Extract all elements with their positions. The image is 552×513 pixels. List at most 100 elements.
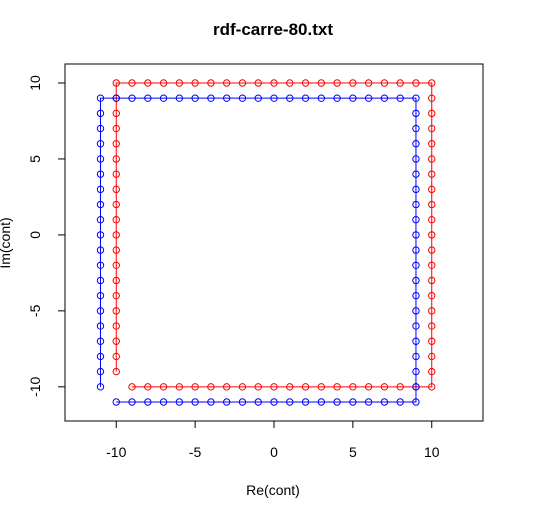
data-point (412, 200, 420, 209)
data-point (301, 94, 310, 102)
data-point (270, 94, 278, 102)
data-point (428, 155, 436, 163)
data-point (412, 261, 420, 269)
data-point (412, 291, 420, 300)
data-point (349, 398, 357, 406)
x-tick-label: -5 (189, 444, 202, 460)
data-point (112, 94, 120, 102)
data-point (428, 322, 436, 330)
data-point (428, 200, 436, 209)
data-point (112, 185, 120, 194)
data-point (333, 79, 341, 87)
data-point (412, 124, 420, 133)
y-axis-label: Im(cont) (0, 217, 13, 268)
data-point (96, 140, 105, 148)
data-point (412, 322, 420, 330)
data-point (428, 246, 436, 254)
data-point (96, 352, 105, 361)
data-point (412, 155, 420, 163)
data-point (96, 155, 105, 163)
data-point (128, 79, 136, 87)
data-point (191, 383, 199, 391)
data-point (96, 124, 105, 133)
data-point (428, 337, 436, 345)
data-point (96, 337, 105, 345)
data-point (112, 398, 120, 406)
data-point (428, 367, 436, 376)
data-point (128, 383, 136, 391)
x-tick-label: -10 (106, 444, 126, 460)
data-point (412, 276, 420, 285)
data-point (333, 398, 341, 406)
data-point (412, 352, 420, 361)
data-point (428, 170, 436, 178)
y-axis: -10 -5 0 5 10 (27, 75, 66, 397)
data-point (175, 94, 184, 102)
data-point (222, 383, 231, 391)
data-point (207, 398, 215, 406)
data-point (112, 200, 120, 209)
data-point (159, 398, 168, 406)
data-point (349, 383, 357, 391)
data-point (317, 94, 326, 102)
y-tick-label: -10 (27, 376, 43, 396)
data-point (396, 383, 404, 391)
data-point (301, 383, 310, 391)
data-point (428, 185, 436, 194)
data-point (412, 246, 420, 254)
data-point (112, 352, 120, 361)
data-point (428, 383, 436, 391)
data-point (396, 398, 404, 406)
data-point (396, 79, 404, 87)
data-point (270, 398, 278, 406)
data-point (428, 216, 436, 224)
data-point (428, 261, 436, 269)
data-point (112, 170, 120, 178)
data-point (96, 170, 105, 178)
data-point (254, 398, 262, 406)
data-point (238, 383, 247, 391)
data-point (112, 246, 120, 254)
data-point (112, 79, 120, 87)
data-point (364, 383, 373, 391)
data-point (112, 322, 120, 330)
data-point (317, 398, 326, 406)
data-point (112, 140, 120, 148)
data-point (96, 94, 105, 102)
data-point (96, 276, 105, 285)
data-point (175, 383, 184, 391)
data-point (333, 383, 341, 391)
data-point (428, 79, 436, 87)
data-point (96, 383, 105, 391)
data-point (207, 79, 215, 87)
data-point (191, 79, 199, 87)
data-point (238, 79, 247, 87)
data-point (412, 94, 420, 102)
data-point (428, 109, 436, 118)
data-point (380, 383, 389, 391)
data-point (270, 383, 278, 391)
data-point (270, 79, 278, 87)
data-point (380, 94, 389, 102)
data-point (286, 398, 294, 406)
y-tick-label: 0 (27, 231, 43, 239)
data-point (349, 79, 357, 87)
data-point (128, 398, 136, 406)
data-point (144, 79, 152, 87)
data-point (191, 398, 199, 406)
data-point (96, 322, 105, 330)
data-point (222, 398, 231, 406)
data-point (412, 337, 420, 345)
data-point (428, 124, 436, 133)
data-point (428, 231, 436, 239)
y-tick-label: 5 (27, 155, 43, 163)
data-point (412, 398, 420, 406)
y-tick-label: -5 (27, 304, 43, 317)
data-point (412, 109, 420, 118)
data-point (96, 185, 105, 194)
data-point (396, 94, 404, 102)
data-point (349, 94, 357, 102)
data-point (428, 307, 436, 315)
data-point (96, 109, 105, 118)
data-point (144, 398, 152, 406)
